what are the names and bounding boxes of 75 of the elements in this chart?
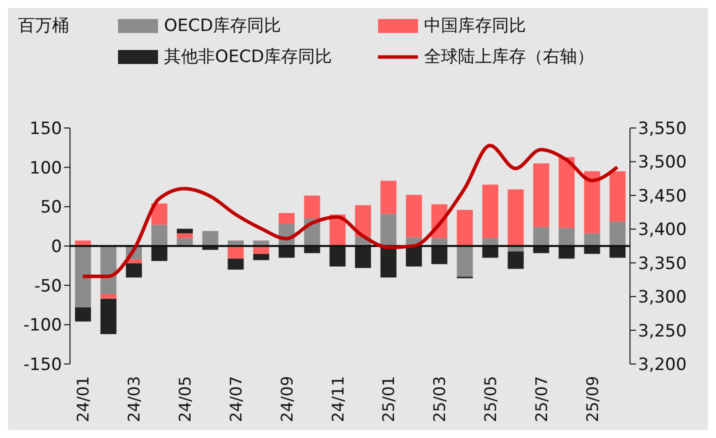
bar	[355, 205, 371, 237]
bar	[431, 246, 448, 264]
y2-tick-label: 3,550	[638, 119, 687, 140]
x-tick-label: 24/01	[74, 376, 93, 422]
legend-label: OECD库存同比	[164, 15, 282, 37]
bar	[380, 214, 396, 246]
bar	[406, 194, 422, 238]
x-tick-label: 25/01	[379, 376, 398, 422]
bar	[533, 227, 550, 246]
bar	[508, 252, 524, 269]
x-tick-label: 24/09	[277, 376, 296, 422]
y2-tick-label: 3,450	[638, 186, 687, 206]
bar	[482, 246, 498, 258]
bar	[610, 222, 626, 246]
legend-label: 其他非OECD库存同比	[164, 46, 332, 68]
bar	[584, 233, 600, 246]
y-tick-label: -50	[34, 276, 62, 296]
x-tick-label: 25/09	[582, 376, 602, 422]
bar	[380, 246, 396, 278]
bar	[304, 196, 320, 218]
y-tick-label: 50	[40, 198, 62, 218]
legend-label: 中国库存同比	[424, 15, 526, 37]
x-tick-label: 25/07	[532, 376, 551, 422]
line-series	[80, 144, 620, 278]
bar	[228, 246, 244, 259]
y2-tick-label: 3,300	[638, 288, 687, 308]
bar	[176, 228, 193, 234]
bar	[456, 246, 473, 277]
bar	[75, 307, 91, 322]
y2-tick-label: 3,200	[638, 355, 687, 376]
y-axis-title: 百万桶	[18, 15, 69, 37]
x-tick-label: 25/05	[481, 376, 500, 422]
bar	[151, 246, 168, 261]
bar	[176, 233, 193, 238]
bar	[610, 246, 626, 258]
bar	[126, 263, 142, 278]
bar	[100, 294, 116, 299]
bar	[253, 254, 270, 260]
y2-tick-label: 3,500	[638, 152, 687, 173]
bar	[533, 163, 550, 228]
y2-tick-label: 3,400	[638, 220, 687, 240]
x-tick-label: 24/05	[176, 376, 195, 422]
y2-tick-label: 3,350	[638, 254, 687, 274]
bar	[482, 184, 498, 238]
bar	[508, 189, 524, 246]
bar	[228, 258, 244, 270]
bar	[380, 180, 396, 214]
bar	[355, 246, 371, 268]
bar	[278, 246, 295, 258]
bar	[151, 224, 168, 246]
bar	[151, 204, 168, 225]
bar	[558, 228, 575, 246]
bar	[75, 246, 91, 308]
x-tick-label: 24/11	[328, 376, 348, 422]
bar	[100, 246, 116, 294]
x-tick-label: 24/07	[226, 376, 246, 422]
bar	[558, 157, 575, 228]
legend-label: 全球陆上库存（右轴）	[424, 46, 594, 68]
x-tick-label: 24/03	[124, 376, 144, 422]
bar	[456, 210, 473, 246]
y-tick-label: -150	[23, 355, 62, 376]
bar	[100, 298, 116, 334]
y-tick-label: 100	[30, 158, 62, 178]
bar	[202, 231, 218, 246]
bar	[278, 212, 295, 224]
y-tick-label: 0	[51, 237, 62, 258]
bar	[584, 171, 600, 234]
y-tick-label: -100	[23, 316, 62, 336]
y2-tick-label: 3,250	[638, 321, 687, 342]
bar	[330, 246, 346, 266]
bar	[406, 246, 422, 266]
bar	[610, 171, 626, 222]
bar	[558, 246, 575, 259]
y-tick-label: 150	[30, 119, 62, 140]
x-tick-label: 25/03	[430, 376, 450, 422]
